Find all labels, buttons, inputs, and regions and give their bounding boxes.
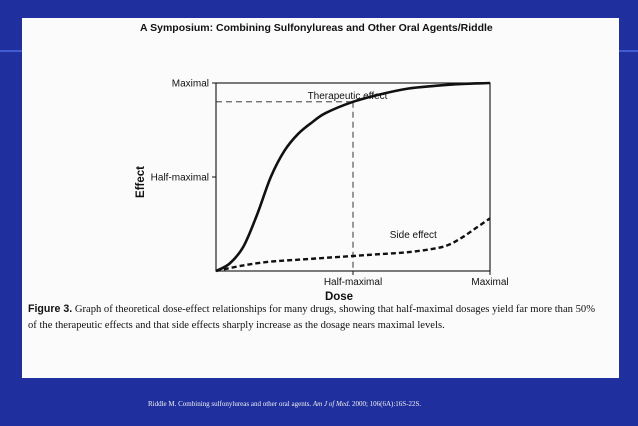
y-tick-label: Maximal <box>172 79 209 90</box>
citation-suffix: 2000; 106(6A):16S-22S. <box>351 400 422 408</box>
figure-caption: Figure 3. Graph of theoretical dose-effe… <box>28 301 598 334</box>
therapeutic-effect-label: Therapeutic effect <box>308 91 388 102</box>
citation-prefix: Riddle M. Combining sulfonylureas and ot… <box>148 400 312 408</box>
citation-journal: Am J of Med. <box>312 400 351 408</box>
x-tick-label: Half-maximal <box>324 277 382 288</box>
y-tick-label: Half-maximal <box>151 173 209 184</box>
side-effect-label: Side effect <box>390 230 437 241</box>
side-effect-line <box>215 217 491 273</box>
y-axis-label: Effect <box>135 166 147 198</box>
article-header: A Symposium: Combining Sulfonylureas and… <box>140 22 493 34</box>
slide-panel <box>22 18 619 378</box>
x-axis-label: Dose <box>325 291 353 303</box>
citation-footer: Riddle M. Combining sulfonylureas and ot… <box>148 400 421 408</box>
dose-effect-chart: Half-maximal Maximal Half-maximal Maximal Do… <box>135 79 509 304</box>
x-tick-label: Maximal <box>471 277 508 288</box>
figure-caption-text: Graph of theoretical dose-effect relatio… <box>28 304 596 331</box>
therapeutic-effect-line <box>215 81 491 273</box>
figure-label: Figure 3. <box>28 303 73 315</box>
